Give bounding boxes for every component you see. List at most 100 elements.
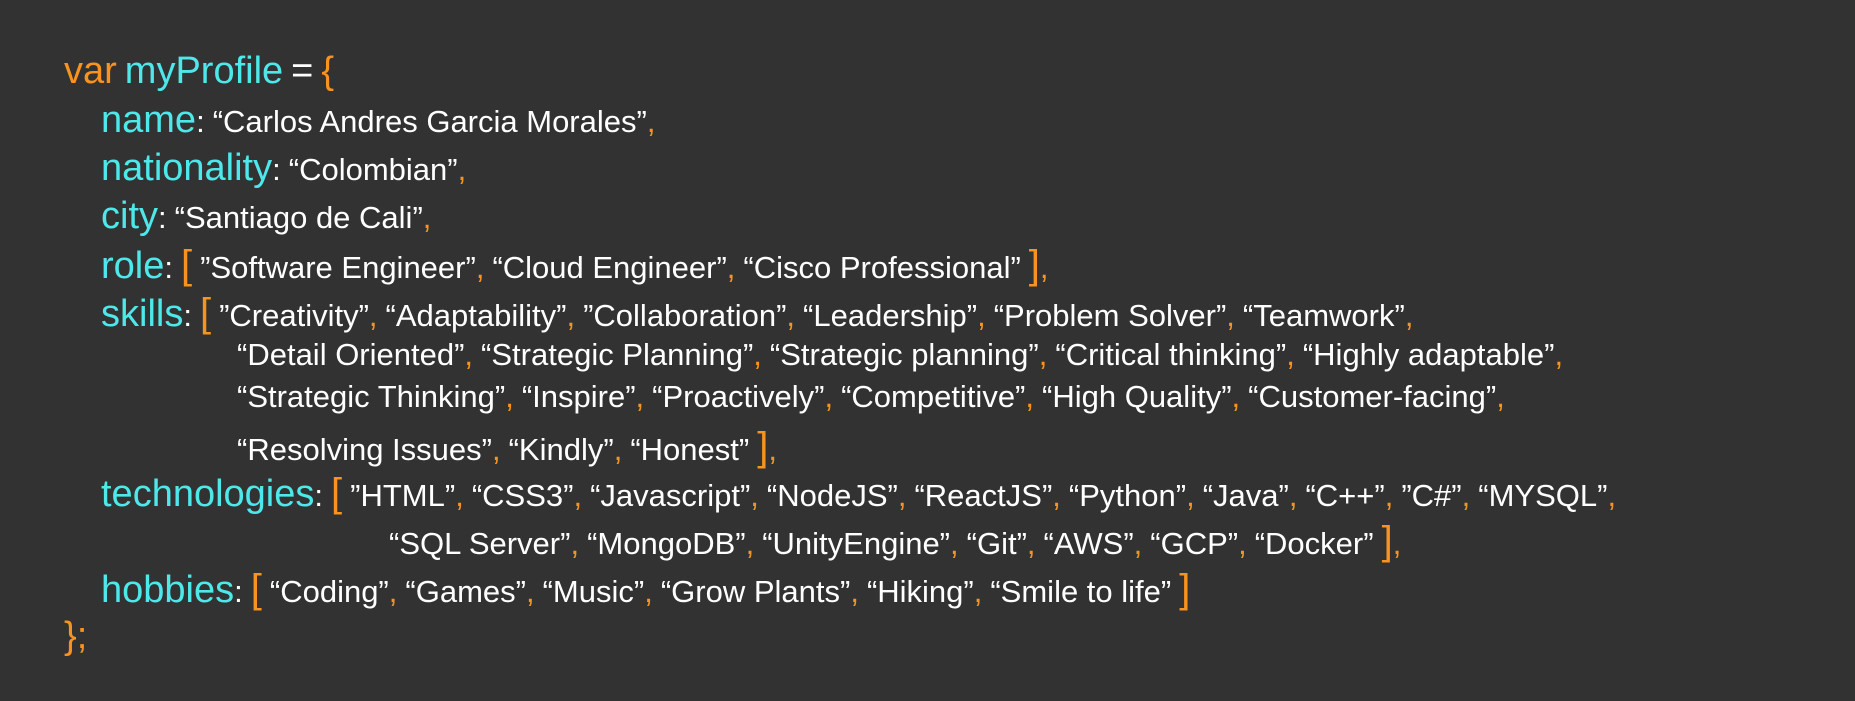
city-key: city: [101, 195, 158, 237]
comma: ,: [1038, 337, 1048, 372]
name-key: name: [101, 99, 197, 141]
skills-item: “Critical thinking”: [1055, 337, 1287, 372]
name-line: name: “Carlos Andres Garcia Morales”,: [101, 101, 655, 139]
comma: ,: [525, 574, 535, 609]
technologies-item: ”HTML”: [350, 478, 456, 513]
skills-item: “Customer-facing”: [1248, 379, 1497, 414]
technologies-item: “Java”: [1202, 478, 1289, 513]
skills-continuation-line: “Strategic Thinking”, “Inspire”, “Proactiv…: [237, 381, 1505, 412]
comma: ,: [475, 250, 485, 285]
technologies-item: “Docker”: [1254, 526, 1374, 561]
comma: ,: [1461, 478, 1471, 513]
assign-operator: =: [291, 50, 314, 92]
technologies-item: “AWS”: [1043, 526, 1134, 561]
role-item: “Cisco Professional”: [743, 250, 1021, 285]
comma: ,: [1392, 526, 1402, 561]
comma: ,: [1607, 478, 1617, 513]
nationality-value: “Colombian”: [288, 152, 458, 187]
colon: :: [183, 298, 192, 333]
technologies-item: “ReactJS”: [914, 478, 1053, 513]
skills-continuation-line: “Resolving Issues”, “Kindly”, “Honest”],: [237, 427, 777, 467]
city-line: city: “Santiago de Cali”,: [101, 197, 431, 235]
comma: ,: [455, 478, 464, 513]
role-line: role:[”Software Engineer”, “Cloud Enginee…: [101, 245, 1049, 285]
comma: ,: [1496, 379, 1505, 414]
comma: ,: [1186, 478, 1195, 513]
open-bracket: [: [199, 291, 212, 335]
skills-item: “Honest”: [630, 432, 750, 467]
hobbies-item: “Hiking”: [866, 574, 974, 609]
hobbies-key: hobbies: [101, 569, 235, 611]
hobbies-item: “Smile to life”: [990, 574, 1172, 609]
skills-item: “Inspire”: [521, 379, 636, 414]
comma: ,: [644, 574, 653, 609]
technologies-item: “CSS3”: [471, 478, 574, 513]
technologies-item: “GCP”: [1150, 526, 1239, 561]
comma: ,: [753, 337, 762, 372]
role-item: “Cloud Engineer”: [492, 250, 727, 285]
technologies-item: “NodeJS”: [766, 478, 898, 513]
comma: ,: [1404, 298, 1414, 333]
skills-continuation-line: “Detail Oriented”, “Strategic Planning”, “…: [237, 339, 1563, 370]
skills-item: “High Quality”: [1042, 379, 1232, 414]
comma: ,: [1238, 526, 1247, 561]
open-bracket: [: [250, 567, 262, 611]
comma: ,: [973, 574, 983, 609]
closing-line: };: [64, 617, 87, 655]
skills-item: “Teamwork”: [1242, 298, 1405, 333]
comma: ,: [505, 379, 514, 414]
hobbies-item: “Coding”: [269, 574, 389, 609]
comma: ,: [388, 574, 398, 609]
comma: ,: [897, 478, 907, 513]
comma: ,: [646, 104, 656, 139]
technologies-line: technologies:[”HTML”, “CSS3”, “Javascript”…: [101, 473, 1616, 513]
variable-name: myProfile: [124, 50, 284, 92]
technologies-item: “Javascript”: [590, 478, 751, 513]
comma: ,: [1026, 526, 1036, 561]
close-bracket: ]: [757, 425, 769, 469]
skills-item: “Competitive”: [841, 379, 1026, 414]
comma: ,: [1226, 298, 1235, 333]
colon: :: [272, 152, 281, 187]
comma: ,: [745, 526, 755, 561]
technologies-item: “Python”: [1068, 478, 1187, 513]
comma: ,: [464, 337, 474, 372]
skills-item: “Strategic Planning”: [481, 337, 754, 372]
colon: :: [314, 478, 324, 513]
role-item: ”Software Engineer”: [200, 250, 476, 285]
name-value: “Carlos Andres Garcia Morales”: [212, 104, 647, 139]
colon: :: [196, 104, 205, 139]
colon: :: [234, 574, 243, 609]
open-brace: {: [321, 50, 335, 92]
city-value: “Santiago de Cali”: [174, 200, 423, 235]
comma: ,: [573, 478, 583, 513]
open-bracket: [: [331, 471, 343, 515]
comma: ,: [422, 200, 432, 235]
comma: ,: [1288, 478, 1298, 513]
technologies-item: “C++”: [1305, 478, 1385, 513]
skills-item: “Detail Oriented”: [237, 337, 465, 372]
nationality-line: nationality: “Colombian”,: [101, 149, 466, 187]
comma: ,: [566, 298, 576, 333]
nationality-key: nationality: [101, 147, 273, 189]
technologies-item: “MYSQL”: [1478, 478, 1608, 513]
comma: ,: [1133, 526, 1143, 561]
skills-item: “Problem Solver”: [993, 298, 1227, 333]
role-key: role: [101, 245, 165, 287]
technologies-continuation-line: “SQL Server”, “MongoDB”, “UnityEngine”, “Gi…: [389, 521, 1401, 561]
comma: ,: [750, 478, 759, 513]
comma: ,: [1025, 379, 1035, 414]
colon: :: [164, 250, 173, 285]
skills-item: ”Collaboration”: [583, 298, 787, 333]
comma: ,: [950, 526, 959, 561]
close-bracket: ]: [1179, 567, 1191, 611]
skills-item: “Proactively”: [652, 379, 825, 414]
close-bracket: ]: [1028, 243, 1040, 287]
skills-line: skills:[”Creativity”, “Adaptability”, ”Col…: [101, 293, 1413, 333]
comma: ,: [1286, 337, 1295, 372]
technologies-item: “UnityEngine”: [762, 526, 951, 561]
comma: ,: [726, 250, 736, 285]
comma: ,: [491, 432, 501, 467]
skills-key: skills: [101, 293, 184, 335]
